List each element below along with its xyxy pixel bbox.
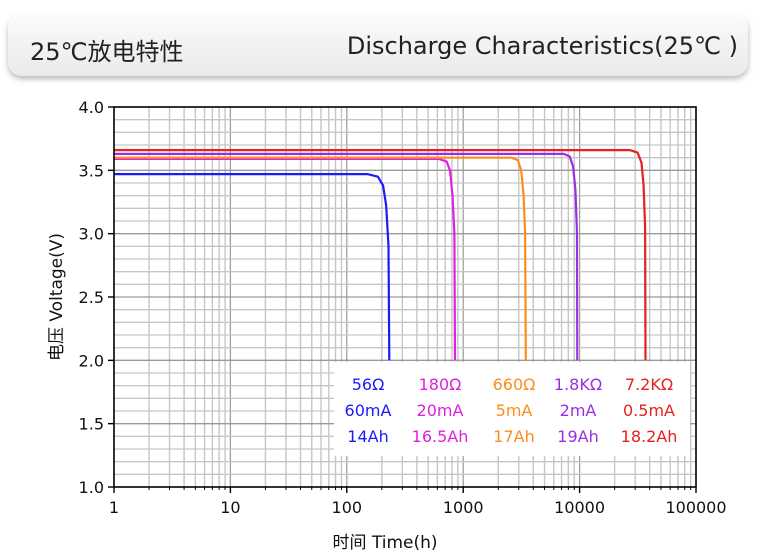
legend-box xyxy=(334,362,690,456)
y-axis-title: 电压 Voltage(V) xyxy=(47,233,67,361)
y-tick-label: 3.0 xyxy=(79,225,104,244)
y-tick-label: 2.5 xyxy=(79,288,104,307)
legend-label: 19Ah xyxy=(557,427,598,446)
y-tick-label: 4.0 xyxy=(79,98,104,117)
y-tick-label: 3.5 xyxy=(79,161,104,180)
legend-label: 16.5Ah xyxy=(412,427,469,446)
series-layer xyxy=(114,149,647,361)
legend-label: 18.2Ah xyxy=(621,427,678,446)
x-tick-label: 10000 xyxy=(554,498,605,517)
header-title-cn: 25℃放电特性 xyxy=(30,38,184,66)
axes-layer: 1 10 100 1000 10000 100000 1.0 1.5 2.0 2.5 3.0 3.5 4… xyxy=(47,98,727,553)
x-tick-label: 1 xyxy=(109,498,119,517)
legend-label: 2mA xyxy=(560,401,597,420)
legend-label: 56Ω xyxy=(352,375,385,394)
legend-label: 5mA xyxy=(496,401,533,420)
series-line xyxy=(114,156,527,361)
y-tick-label: 1.5 xyxy=(79,415,104,434)
header-bar xyxy=(8,14,748,76)
legend-label: 660Ω xyxy=(493,375,536,394)
series-line xyxy=(114,152,579,361)
legend-label: 17Ah xyxy=(493,427,534,446)
legend-layer: 56Ω 60mA 14Ah 180Ω 20mA 16.5Ah 660Ω 5mA 17Ah 1.8K… xyxy=(334,362,690,456)
x-axis-title: 时间 Time(h) xyxy=(332,533,437,553)
legend-label: 20mA xyxy=(417,401,464,420)
series-line xyxy=(114,173,391,361)
series-line xyxy=(114,149,647,361)
legend-label: 0.5mA xyxy=(623,401,675,420)
y-tick-label: 2.0 xyxy=(79,351,104,370)
x-tick-label: 1000 xyxy=(443,498,484,517)
legend-label: 1.8KΩ xyxy=(554,375,602,394)
y-tick-label: 1.0 xyxy=(79,478,104,497)
x-tick-label: 10 xyxy=(220,498,240,517)
x-tick-label: 100 xyxy=(332,498,363,517)
legend-label: 60mA xyxy=(345,401,392,420)
legend-label: 7.2KΩ xyxy=(625,375,673,394)
x-tick-label: 100000 xyxy=(665,498,726,517)
series-line xyxy=(114,157,457,361)
legend-label: 180Ω xyxy=(419,375,462,394)
legend-label: 14Ah xyxy=(347,427,388,446)
header-title-en: Discharge Characteristics(25℃ ) xyxy=(346,32,738,60)
